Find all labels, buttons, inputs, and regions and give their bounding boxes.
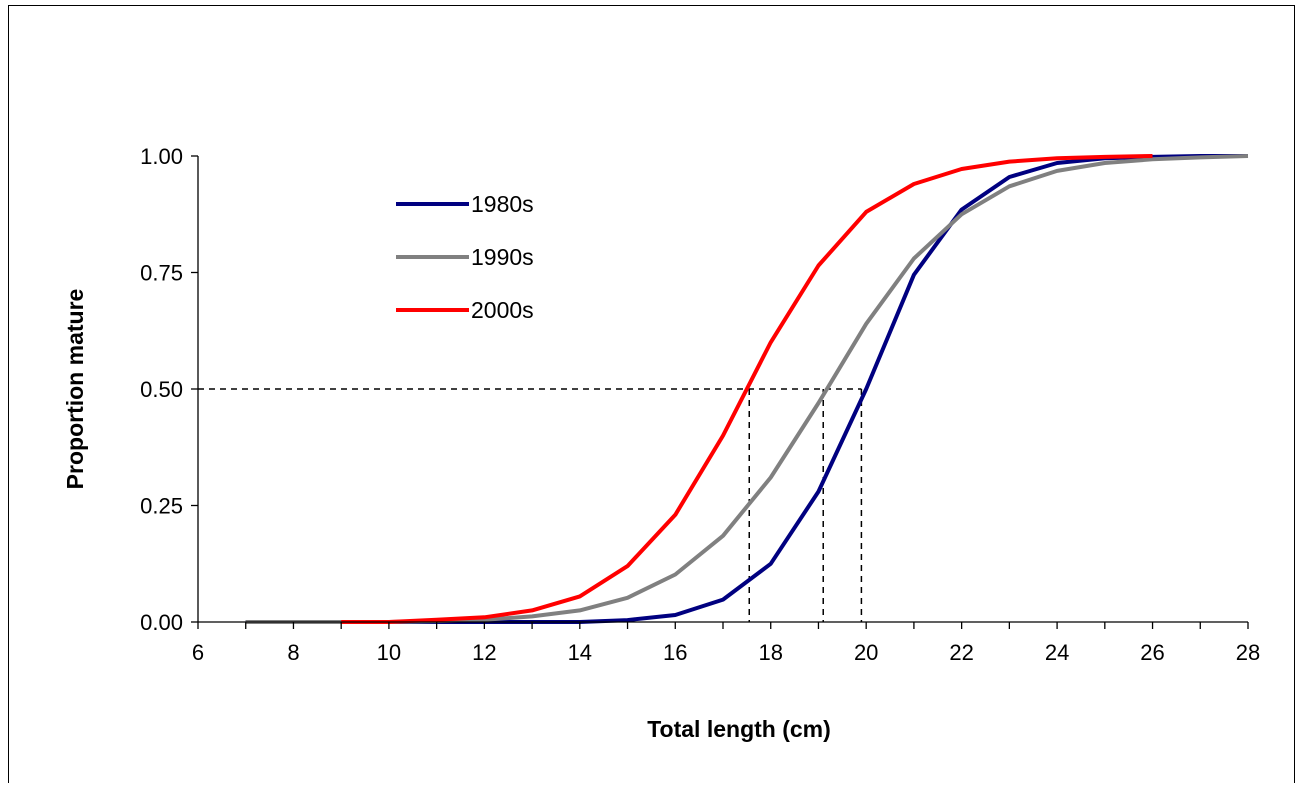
x-tick-label: 14 (568, 640, 592, 665)
x-tick-label: 26 (1140, 640, 1164, 665)
maturity-chart: 0.00 0.25 0.50 0.75 1.00 6 8 10 12 14 16 18 20 22 24 26… (62, 144, 1260, 742)
y-tick-label: 1.00 (140, 144, 183, 169)
x-axis-title: Total length (cm) (647, 716, 831, 742)
legend-label-1980s: 1980s (471, 191, 534, 217)
chart-frame: 0.00 0.25 0.50 0.75 1.00 6 8 10 12 14 16 18 20 22 24 26… (8, 5, 1295, 783)
x-tick-label: 10 (377, 640, 401, 665)
y-tick-label: 0.25 (140, 494, 183, 519)
axes: 0.00 0.25 0.50 0.75 1.00 6 8 10 12 14 16 18 20 22 24 26… (140, 144, 1260, 665)
x-tick-label: 22 (949, 640, 973, 665)
legend-label-2000s: 2000s (471, 297, 534, 323)
y-tick-label: 0.00 (140, 610, 183, 635)
x-tick-label: 8 (287, 640, 299, 665)
x-tick-label: 24 (1045, 640, 1069, 665)
x-tick-label: 28 (1236, 640, 1260, 665)
x-tick-label: 18 (758, 640, 782, 665)
series-line-2000s[interactable] (341, 154, 1153, 624)
x-tick-label: 6 (192, 640, 204, 665)
legend: 1980s 1990s 2000s (396, 191, 534, 323)
y-tick-label: 0.75 (140, 261, 183, 286)
y-axis-title: Proportion mature (62, 289, 88, 490)
reference-lines (198, 388, 863, 622)
y-tick-label: 0.50 (140, 377, 183, 402)
x-tick-label: 16 (663, 640, 687, 665)
legend-label-1990s: 1990s (471, 244, 534, 270)
x-tick-label: 12 (472, 640, 496, 665)
x-tick-label: 20 (854, 640, 878, 665)
